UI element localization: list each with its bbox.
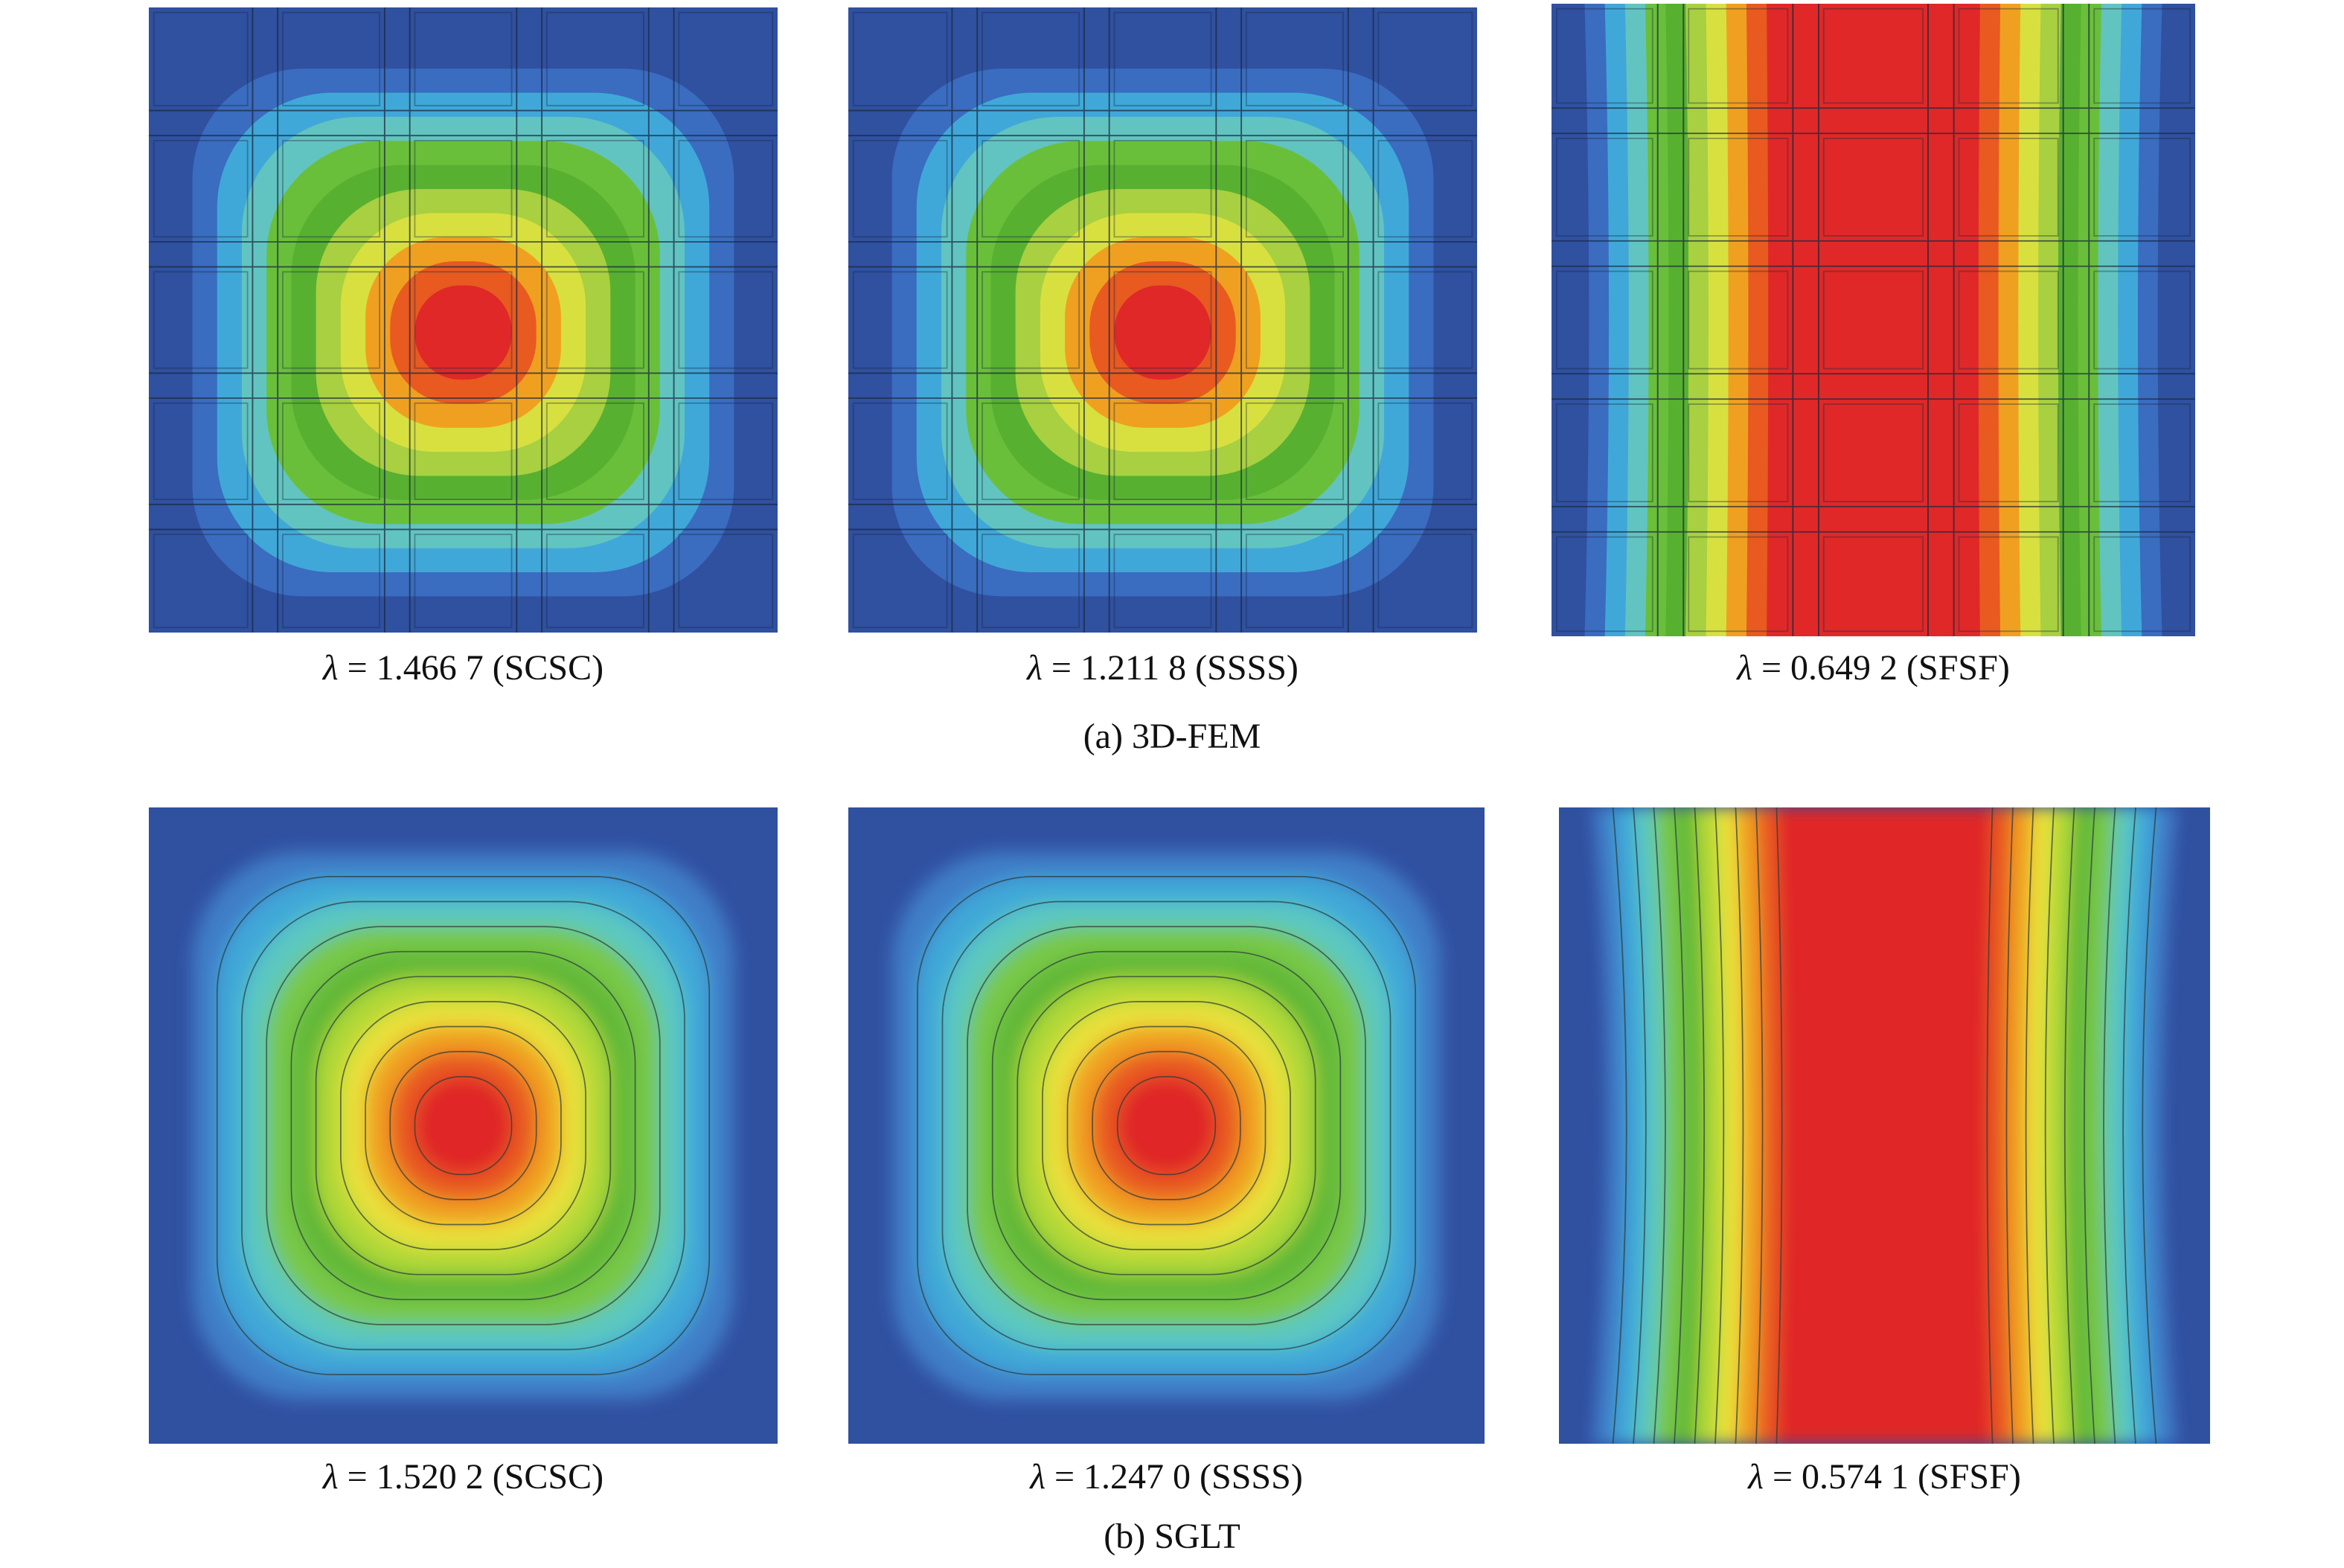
contour-line [414,1075,513,1176]
eigenvalue-text: = 1.247 0 (SSSS) [1054,1457,1303,1497]
sglt-scsc-caption: λ = 1.520 2 (SCSC) [149,1455,778,1500]
contour-line [1714,807,1725,1444]
contour-line [1775,807,1783,1444]
contour-line [2025,807,2034,1444]
lambda-symbol: λ [1737,648,1752,688]
eigenvalue-text: = 0.574 1 (SFSF) [1772,1457,2021,1497]
contour-line [2005,807,2014,1444]
lambda-symbol: λ [322,1457,339,1497]
contour-band [1114,285,1211,380]
fem-sfsf-caption: λ = 0.649 2 (SFSF) [1552,646,2195,691]
contour-line [991,950,1342,1301]
contour-line [1986,807,1994,1444]
contour-line [315,976,612,1276]
eigenvalue-text: = 1.520 2 (SCSC) [347,1457,604,1497]
contour-line [917,876,1416,1375]
contour-svg [848,7,1477,633]
fem-ssss-contour-plot [848,7,1477,633]
lambda-symbol: λ [1027,648,1043,688]
sglt-scsc-contour-plot [149,807,778,1444]
contour-line [241,900,685,1351]
fem-ssss-caption: λ = 1.211 8 (SSSS) [848,646,1477,691]
eigenvalue-text: = 1.211 8 (SSSS) [1051,648,1299,688]
sglt-ssss-contour-plot [848,807,1485,1444]
contour-line [1674,807,1685,1444]
contour-band [1767,4,1980,636]
contour-line [1653,807,1666,1444]
eigenvalue-text: = 0.649 2 (SFSF) [1761,648,2010,688]
contour-line [216,876,711,1375]
sglt-ssss-caption: λ = 1.247 0 (SSSS) [848,1455,1485,1500]
fem-sfsf-contour-plot [1552,4,2195,636]
sglt-sfsf-contour-plot [1559,807,2210,1444]
contour-svg [149,7,778,633]
contour-line [1694,807,1706,1444]
contour-line [1612,807,1627,1444]
contour-line [2142,807,2157,1444]
lambda-symbol: λ [322,648,339,688]
sglt-sfsf-caption: λ = 0.574 1 (SFSF) [1559,1455,2210,1500]
row-b-label: (b) SGLT [1104,1517,1240,1556]
contour-line [2122,807,2136,1444]
contour-svg [1559,807,2210,1444]
contour-svg [1552,4,2195,636]
contour-line [365,1025,562,1226]
contour-line [1755,807,1764,1444]
contour-line [389,1051,537,1200]
contour-line [1735,807,1744,1444]
contour-line [1633,807,1647,1444]
contour-line [2084,807,2095,1444]
contour-line [2063,807,2075,1444]
contour-line [1116,1075,1217,1176]
mesh-grid [1552,4,2195,636]
contour-line [290,950,636,1301]
fem-scsc-caption: λ = 1.466 7 (SCSC) [149,646,778,691]
contour-line [2044,807,2055,1444]
row-a-label: (a) 3D-FEM [1083,717,1261,756]
fem-scsc-contour-plot [149,7,778,633]
contour-line [1016,976,1316,1276]
contour-line [1042,1001,1291,1250]
eigenvalue-text: = 1.466 7 (SCSC) [347,648,604,688]
contour-svg [848,807,1485,1444]
contour-line [266,926,661,1325]
contour-line [967,926,1366,1325]
mesh-grid [149,7,778,633]
contour-line [2103,807,2116,1444]
contour-band [1117,1076,1216,1175]
contour-line [340,1001,586,1250]
contour-svg [149,807,778,1444]
contour-line [1066,1025,1267,1226]
contour-band [414,285,512,380]
lambda-symbol: λ [1030,1457,1045,1497]
mesh-grid [848,7,1477,633]
contour-band [414,1076,512,1175]
lambda-symbol: λ [1748,1457,1764,1497]
contour-line [941,900,1392,1351]
contour-band [1776,807,1993,1444]
contour-line [1092,1051,1241,1200]
